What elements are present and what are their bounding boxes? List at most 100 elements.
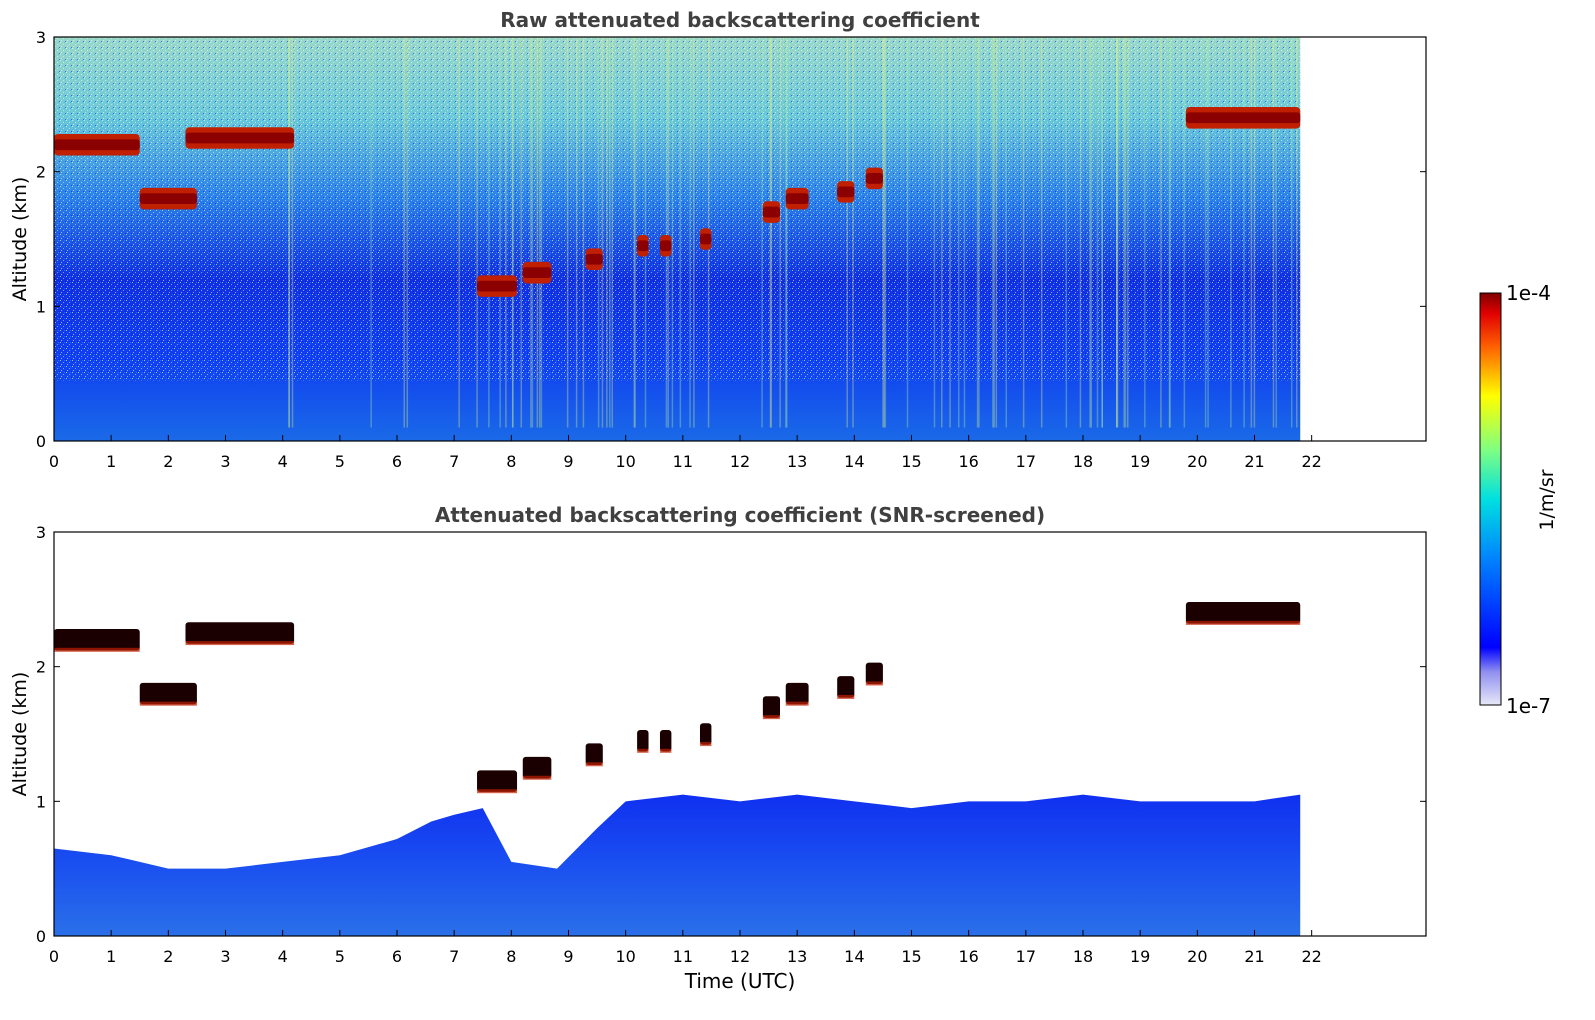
signal-streak <box>978 37 980 428</box>
cloud-layer <box>762 201 781 223</box>
cloud-layer <box>54 133 140 156</box>
cloud-layer <box>185 127 295 149</box>
x-tick-label: 0 <box>49 947 59 966</box>
signal-streak <box>1230 37 1232 428</box>
cloud-layer <box>785 187 809 210</box>
screened-cloud-layer <box>522 756 552 780</box>
screened-cloud-layer <box>762 696 781 720</box>
signal-streak <box>993 37 995 428</box>
signal-streak <box>933 37 936 428</box>
signal-streak <box>536 37 539 428</box>
cloud-layer <box>585 248 603 270</box>
signal-streak <box>1101 37 1103 428</box>
signal-streak <box>761 37 763 428</box>
signal-streak <box>611 37 614 428</box>
signal-streak <box>957 37 960 428</box>
signal-streak <box>882 37 884 428</box>
signal-streak <box>963 37 966 428</box>
x-tick-label: 5 <box>335 947 345 966</box>
x-tick-label: 18 <box>1073 947 1093 966</box>
x-tick-label: 19 <box>1130 452 1150 471</box>
panel1-title: Raw attenuated backscattering coefficien… <box>500 8 980 32</box>
snr-screened-panel: Attenuated backscattering coefficient (S… <box>9 503 1427 993</box>
signal-streak <box>906 37 909 428</box>
panel1-plot-area <box>54 37 1301 441</box>
x-tick-label: 16 <box>958 947 978 966</box>
x-tick-label: 14 <box>844 452 864 471</box>
panel2-y-label: Altitude (km) <box>9 672 31 797</box>
x-tick-label: 15 <box>901 947 921 966</box>
signal-streak <box>1243 37 1245 428</box>
screened-cloud-layer <box>1185 602 1301 625</box>
x-tick-label: 9 <box>563 452 573 471</box>
signal-streak <box>505 37 507 428</box>
x-tick-label: 9 <box>563 947 573 966</box>
signal-streak <box>488 37 490 428</box>
cloud-layer <box>699 228 712 250</box>
x-tick-label: 1 <box>106 452 116 471</box>
signal-streak <box>693 37 695 428</box>
signal-streak <box>512 37 514 428</box>
x-tick-label: 11 <box>673 452 693 471</box>
signal-streak <box>601 37 604 428</box>
signal-streak <box>288 37 290 428</box>
signal-streak <box>575 37 578 428</box>
x-tick-label: 0 <box>49 452 59 471</box>
colorbar-max-label: 1e-4 <box>1506 281 1551 305</box>
signal-streak <box>406 37 409 428</box>
signal-streak <box>1079 37 1082 428</box>
x-tick-label: 6 <box>392 452 402 471</box>
cloud-layer <box>522 261 552 284</box>
signal-streak <box>1204 37 1207 428</box>
signal-streak <box>1089 37 1091 428</box>
y-tick-label: 1 <box>36 792 46 811</box>
signal-streak <box>1101 37 1103 428</box>
signal-streak <box>609 37 611 428</box>
signal-streak <box>1253 37 1256 428</box>
x-tick-label: 3 <box>220 452 230 471</box>
signal-streak <box>1126 37 1129 428</box>
signal-streak <box>770 37 772 428</box>
screened-cloud-layer <box>837 676 855 699</box>
x-tick-label: 10 <box>615 452 635 471</box>
boundary-layer-aerosol <box>54 794 1301 936</box>
signal-streak <box>403 37 405 428</box>
signal-streak <box>1124 37 1127 428</box>
y-tick-label: 2 <box>36 658 46 677</box>
signal-streak <box>846 37 848 428</box>
signal-streak <box>634 37 636 428</box>
x-tick-label: 2 <box>163 452 173 471</box>
x-tick-label: 18 <box>1073 452 1093 471</box>
y-tick-label: 1 <box>36 297 46 316</box>
x-tick-label: 3 <box>220 947 230 966</box>
cloud-layer <box>637 234 649 257</box>
y-tick-label: 2 <box>36 163 46 182</box>
signal-streak <box>530 37 532 428</box>
x-tick-label: 10 <box>615 947 635 966</box>
x-tick-label: 2 <box>163 947 173 966</box>
signal-streak <box>291 37 294 428</box>
panel2-plot-area <box>54 602 1301 936</box>
x-tick-label: 12 <box>730 452 750 471</box>
signal-streak <box>769 37 772 428</box>
x-tick-label: 14 <box>844 947 864 966</box>
x-tick-label: 21 <box>1244 947 1264 966</box>
signal-streak <box>785 37 787 428</box>
signal-streak <box>667 37 669 428</box>
x-tick-label: 13 <box>787 947 807 966</box>
x-tick-label: 5 <box>335 452 345 471</box>
signal-streak <box>679 37 682 428</box>
signal-streak <box>597 37 600 428</box>
signal-streak <box>1183 37 1186 428</box>
signal-streak <box>1116 37 1119 428</box>
panel2-x-ticks: 0 1 2 3 4 5 6 7 8 9 10 11 12 13 14 15 16 17 18 19 20 21 22 <box>49 930 1322 966</box>
x-tick-label: 22 <box>1301 452 1321 471</box>
x-tick-label: 17 <box>1016 947 1036 966</box>
signal-streak <box>633 37 636 428</box>
raw-noise-overlay <box>54 37 1301 381</box>
signal-streak <box>511 37 514 428</box>
signal-streak <box>976 37 979 428</box>
y-tick-label: 3 <box>36 523 46 542</box>
x-tick-label: 20 <box>1187 452 1207 471</box>
screened-cloud-layer <box>659 729 672 753</box>
